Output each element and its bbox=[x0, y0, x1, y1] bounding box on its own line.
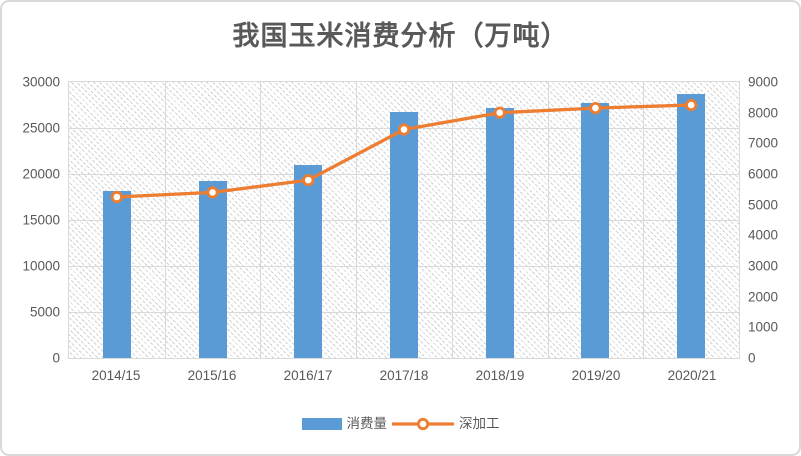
y-tick-right: 3000 bbox=[748, 258, 779, 274]
y-tick-left: 10000 bbox=[22, 258, 60, 274]
x-axis: 2014/15 2015/16 2016/17 2017/18 2018/19 2019/… bbox=[68, 369, 740, 387]
legend: 消费量 深加工 bbox=[2, 415, 799, 433]
y-tick-right: 6000 bbox=[748, 166, 779, 182]
processing-line bbox=[115, 103, 693, 199]
consumption-bar bbox=[102, 190, 131, 358]
v-gridline bbox=[643, 82, 645, 358]
y-tick-right: 4000 bbox=[748, 227, 779, 243]
x-category-label: 2020/21 bbox=[667, 368, 717, 383]
consumption-bar bbox=[198, 181, 227, 358]
y-tick-right: 2000 bbox=[748, 288, 779, 304]
v-gridline bbox=[356, 82, 358, 358]
y-tick-left: 20000 bbox=[22, 166, 60, 182]
v-gridline bbox=[451, 82, 453, 358]
consumption-bar bbox=[294, 164, 323, 358]
y-tick-right: 5000 bbox=[748, 196, 779, 212]
y-tick-right: 7000 bbox=[748, 135, 779, 151]
y-tick-right: 0 bbox=[748, 350, 756, 366]
legend-label-processing: 深加工 bbox=[459, 416, 500, 432]
line-marker bbox=[110, 190, 123, 204]
x-category-label: 2019/20 bbox=[571, 368, 621, 383]
legend-bar-swatch-icon bbox=[301, 418, 342, 430]
x-category-label: 2014/15 bbox=[91, 368, 141, 383]
line-marker bbox=[206, 186, 219, 199]
y-tick-left: 25000 bbox=[22, 120, 60, 136]
y-tick-right: 8000 bbox=[748, 104, 779, 120]
v-gridline bbox=[547, 82, 549, 358]
y-axis-right: 9000 8000 7000 6000 5000 4000 3000 2000 1000 0 bbox=[748, 75, 801, 364]
y-tick-left: 5000 bbox=[29, 304, 60, 320]
legend-label-consumption: 消费量 bbox=[346, 416, 388, 432]
line-marker bbox=[589, 101, 602, 115]
y-tick-right: 1000 bbox=[748, 319, 779, 335]
legend-line-swatch-icon bbox=[392, 417, 454, 431]
y-tick-right: 9000 bbox=[748, 74, 779, 90]
processing-line-series bbox=[110, 98, 698, 204]
consumption-bar bbox=[677, 93, 706, 358]
y-tick-left: 0 bbox=[52, 350, 60, 366]
y-axis-left: 30000 25000 20000 15000 10000 5000 0 bbox=[2, 75, 60, 364]
x-category-label: 2016/17 bbox=[283, 368, 333, 383]
v-gridline bbox=[260, 82, 262, 358]
line-marker bbox=[302, 174, 315, 187]
chart-title: 我国玉米消费分析（万吨） bbox=[232, 21, 569, 52]
line-marker bbox=[493, 106, 506, 119]
x-category-label: 2017/18 bbox=[379, 368, 429, 383]
consumption-bar bbox=[390, 112, 418, 358]
x-category-label: 2018/19 bbox=[475, 368, 525, 383]
line-marker bbox=[685, 98, 698, 112]
x-category-label: 2015/16 bbox=[187, 368, 237, 383]
plot-area bbox=[68, 81, 740, 359]
consumption-bar bbox=[581, 103, 610, 358]
y-tick-left: 30000 bbox=[22, 74, 60, 90]
v-gridline bbox=[164, 82, 166, 358]
line-marker bbox=[397, 123, 411, 136]
consumption-bar bbox=[485, 107, 514, 358]
y-tick-left: 15000 bbox=[22, 212, 60, 228]
